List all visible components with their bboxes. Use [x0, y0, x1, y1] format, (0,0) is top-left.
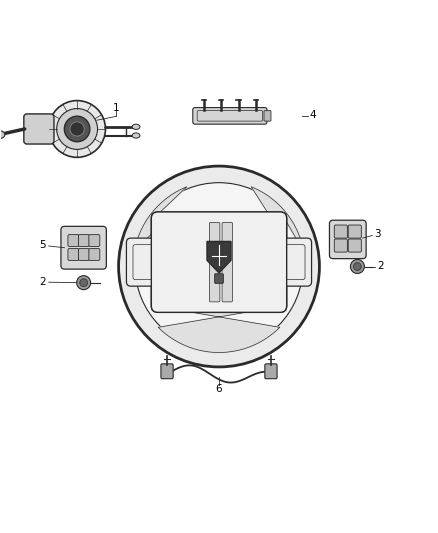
Circle shape: [57, 109, 98, 149]
FancyBboxPatch shape: [24, 114, 54, 144]
FancyBboxPatch shape: [264, 111, 271, 121]
Circle shape: [135, 183, 303, 350]
FancyBboxPatch shape: [161, 364, 173, 379]
Circle shape: [77, 276, 91, 289]
FancyBboxPatch shape: [348, 239, 361, 252]
FancyBboxPatch shape: [334, 225, 347, 238]
Text: 4: 4: [310, 110, 316, 119]
FancyBboxPatch shape: [127, 238, 166, 286]
FancyBboxPatch shape: [329, 220, 366, 259]
Text: 3: 3: [374, 229, 381, 239]
Polygon shape: [251, 187, 304, 252]
Text: 1: 1: [113, 103, 120, 113]
FancyBboxPatch shape: [348, 225, 361, 238]
Circle shape: [49, 101, 106, 157]
FancyBboxPatch shape: [193, 108, 267, 124]
FancyBboxPatch shape: [89, 235, 100, 246]
FancyBboxPatch shape: [209, 222, 220, 302]
FancyBboxPatch shape: [61, 227, 106, 269]
Text: 5: 5: [39, 240, 46, 249]
FancyBboxPatch shape: [68, 235, 79, 246]
FancyBboxPatch shape: [68, 248, 79, 261]
Polygon shape: [158, 310, 280, 352]
Ellipse shape: [132, 133, 140, 138]
FancyBboxPatch shape: [215, 274, 223, 284]
Circle shape: [119, 166, 319, 367]
FancyBboxPatch shape: [78, 248, 89, 261]
Polygon shape: [207, 241, 231, 273]
Polygon shape: [134, 187, 187, 252]
Circle shape: [80, 279, 88, 287]
FancyBboxPatch shape: [151, 212, 287, 312]
Circle shape: [353, 263, 361, 270]
FancyBboxPatch shape: [151, 212, 287, 312]
Ellipse shape: [132, 124, 140, 130]
FancyBboxPatch shape: [222, 222, 233, 302]
FancyBboxPatch shape: [89, 248, 100, 261]
Text: 2: 2: [39, 277, 46, 287]
Text: 2: 2: [377, 261, 384, 271]
Circle shape: [64, 116, 90, 142]
FancyBboxPatch shape: [265, 364, 277, 379]
Circle shape: [70, 122, 84, 136]
Ellipse shape: [0, 131, 5, 139]
Circle shape: [350, 260, 364, 273]
FancyBboxPatch shape: [78, 235, 89, 246]
FancyBboxPatch shape: [272, 238, 311, 286]
Text: 6: 6: [215, 384, 223, 394]
FancyBboxPatch shape: [334, 239, 347, 252]
